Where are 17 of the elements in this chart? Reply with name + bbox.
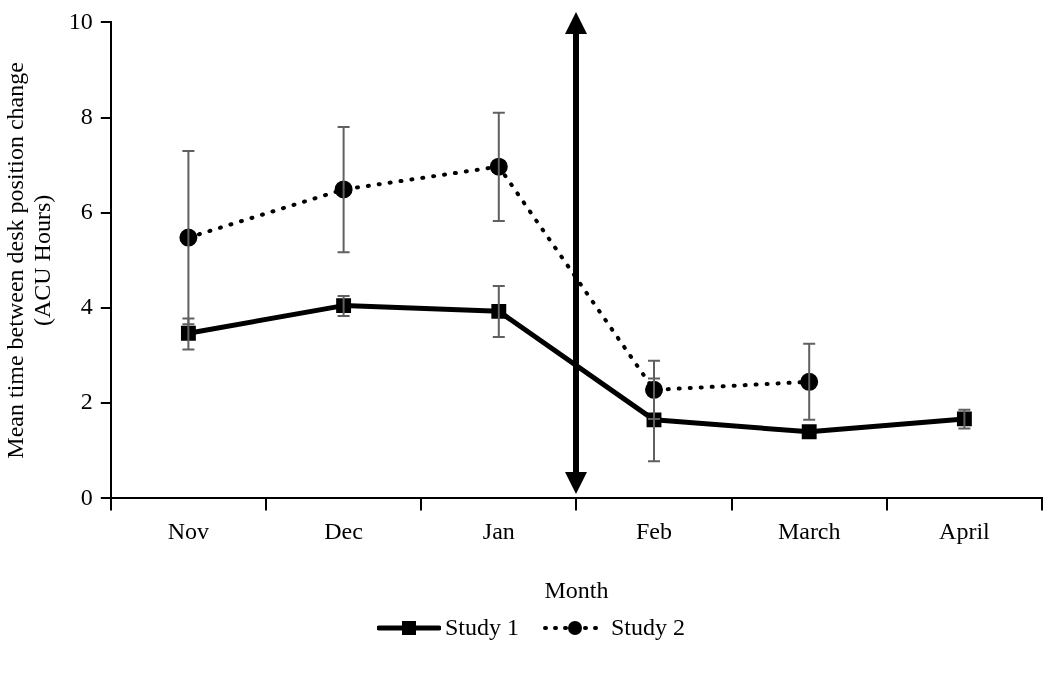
- y-tick-label: 2: [80, 388, 93, 415]
- y-tick-label: 10: [68, 7, 93, 34]
- legend-label: Study 1: [444, 614, 519, 641]
- x-tick-label: March: [777, 518, 841, 545]
- x-axis-title: Month: [544, 576, 609, 603]
- y-tick-label: 4: [80, 293, 93, 320]
- legend-label: Study 2: [611, 614, 686, 641]
- y-tick-label: 6: [80, 198, 93, 225]
- point: [801, 424, 817, 440]
- x-tick-label: Dec: [324, 518, 363, 545]
- x-tick-label: Nov: [167, 518, 210, 545]
- y-tick-label: 8: [80, 102, 93, 129]
- x-tick-label: Jan: [482, 518, 515, 545]
- y-axis-title: Mean time between desk position change (ACU Hours): [2, 62, 55, 459]
- x-tick-label: Feb: [636, 518, 672, 545]
- x-tick-label: April: [939, 518, 991, 545]
- y-tick-label: 0: [80, 483, 93, 510]
